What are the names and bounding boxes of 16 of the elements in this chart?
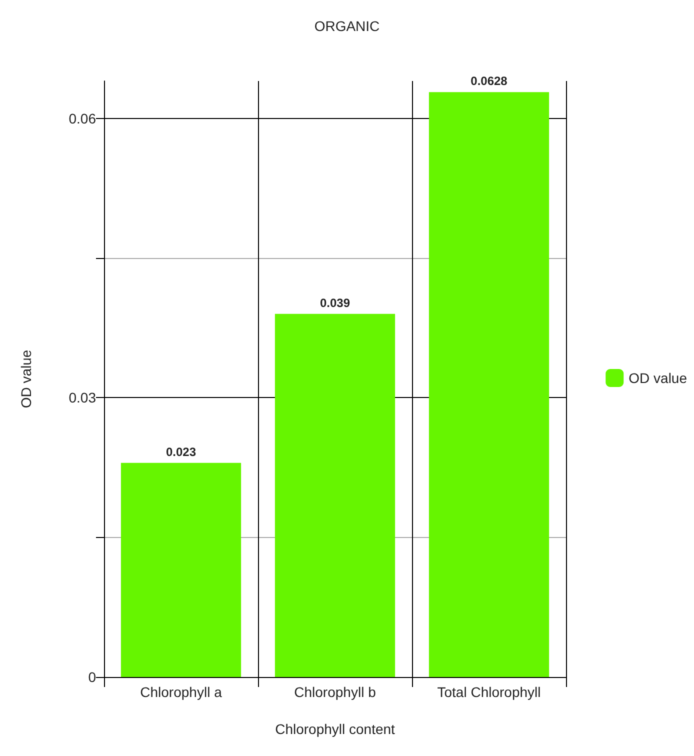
data-label: 0.039 bbox=[320, 296, 350, 310]
x-axis-title: Chlorophyll content bbox=[275, 721, 396, 737]
bar bbox=[120, 462, 242, 677]
bar bbox=[274, 314, 396, 677]
x-tick-label: Chlorophyll a bbox=[140, 684, 222, 700]
y-axis-title: OD value bbox=[18, 350, 34, 408]
y-tick-label: 0 bbox=[88, 669, 96, 685]
data-label: 0.0628 bbox=[470, 74, 508, 88]
chart-title: ORGANIC bbox=[314, 18, 380, 34]
x-tick-label: Chlorophyll b bbox=[294, 684, 376, 700]
bar bbox=[428, 92, 550, 677]
y-tick-label: 0.03 bbox=[68, 390, 96, 406]
x-tick-label: Total Chlorophyll bbox=[437, 684, 541, 700]
legend-label: OD value bbox=[628, 370, 688, 386]
data-label: 0.023 bbox=[166, 444, 196, 459]
y-tick-label: 0.06 bbox=[68, 110, 96, 126]
